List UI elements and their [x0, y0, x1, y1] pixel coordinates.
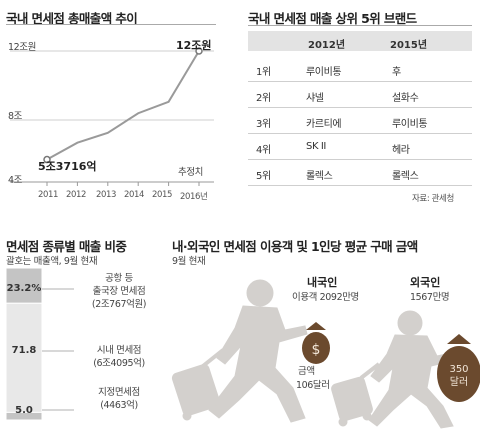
visitor-chart-title: 내·외국인 면세점 이용객 및 1인당 평균 구매 금액 [172, 239, 418, 254]
foreign-spend: 350 달러 [439, 363, 479, 389]
table-col-2012: 2012년 [308, 40, 346, 51]
segment-desc-airport-line3: (2조767억원) [91, 299, 147, 310]
domestic-label: 내국인 [307, 276, 338, 289]
table-rank-1: 1위 [256, 67, 271, 78]
table-cell-2015-4: 헤라 [392, 145, 410, 156]
foreign-money-bag [437, 334, 480, 402]
table-source: 자료: 관세청 [412, 194, 454, 204]
x-tick-2016: 2016년 [180, 192, 208, 202]
segment-label-airport: 23.2% [6, 283, 42, 294]
table-cell-2015-3: 루이비통 [392, 119, 428, 130]
leader-lines [42, 288, 74, 411]
table-rule-3 [248, 133, 472, 134]
line-chart [10, 47, 214, 186]
y-tick-8: 8조 [8, 111, 22, 122]
table-cell-2012-4: SK II [306, 141, 326, 152]
x-tick-2014: 2014 [124, 190, 145, 200]
data-point-2016년 [195, 47, 203, 55]
foreign-wheel-1 [338, 417, 348, 427]
table-rule-2 [248, 107, 472, 108]
x-tick-2012: 2012 [66, 190, 87, 200]
x-tick-2011: 2011 [38, 190, 59, 200]
table-header-row [248, 31, 472, 51]
foreign-wheel-2 [362, 411, 372, 421]
domestic-spend-label: 금액 [298, 366, 315, 377]
domestic-traveler-figure [171, 279, 308, 423]
table-cell-2012-2: 샤넬 [306, 93, 324, 104]
table-cell-2015-5: 롤렉스 [392, 171, 419, 182]
segment-desc-downtown-line1: 시내 면세점 [96, 345, 142, 356]
line-start-label: 5조3716억 [38, 160, 97, 173]
domestic-bag-top [306, 322, 326, 330]
table-rank-5: 5위 [256, 171, 271, 182]
data-point-2011 [43, 155, 51, 164]
segment-desc-downtown-line2: (6조4095억) [93, 358, 145, 369]
table-cell-2012-3: 카르티에 [306, 119, 342, 130]
table-title-rule [248, 25, 472, 26]
foreign-spend-unit: 달러 [449, 377, 469, 388]
segment-desc-designated: 지정면세점 (4463억) [86, 386, 152, 412]
domestic-money-bag: $ [302, 322, 330, 364]
table-rank-4: 4위 [256, 145, 271, 156]
domestic-visitors: 이용객 2092만명 [292, 292, 359, 303]
revenue-line [46, 50, 200, 161]
segment-downtown [6, 302, 42, 413]
segment-desc-airport-line2: 출국장 면세점 [92, 286, 146, 297]
segment-label-downtown: 71.8 [11, 345, 37, 356]
foreign-traveler-figure [331, 310, 458, 429]
foreign-spend-value: 350 [449, 364, 469, 375]
visitor-illustration: $ [171, 279, 480, 429]
segment-desc-designated-line2: (4463억) [100, 400, 138, 411]
table-rank-2: 2위 [256, 93, 271, 104]
share-chart-title: 면세점 종류별 매출 비중 [6, 239, 127, 254]
stacked-bar-labels: 23.2% 71.8 5.0 [6, 268, 42, 420]
table-col-2015: 2015년 [390, 40, 428, 51]
x-tick-2013: 2013 [96, 190, 117, 200]
foreign-bag-body [437, 346, 480, 402]
line-title-rule [6, 24, 216, 25]
table-rule-1 [248, 81, 472, 82]
domestic-wheel-1 [182, 411, 192, 421]
domestic-wheel-2 [208, 403, 218, 413]
foreign-bag-top [447, 334, 471, 344]
foreign-suitcase [331, 376, 373, 422]
foreign-head [397, 310, 423, 336]
domestic-head [246, 279, 274, 307]
domestic-spend-value: 106달러 [296, 380, 330, 391]
table-rule-5 [248, 185, 472, 186]
domestic-body [208, 305, 308, 423]
segment-desc-airport: 공항 등 출국장 면세점 (2조767억원) [86, 272, 152, 311]
foreign-visitors: 1567만명 [410, 292, 450, 303]
visitor-chart-subtitle: 9월 현재 [172, 256, 206, 267]
segment-label-designated: 5.0 [15, 405, 33, 416]
segment-desc-designated-line1: 지정면세점 [98, 387, 140, 398]
segment-desc-airport-line1: 공항 등 [105, 273, 133, 284]
foreign-label: 외국인 [410, 276, 441, 289]
domestic-bag-dollar-sign: $ [312, 342, 321, 358]
table-cell-2012-5: 롤렉스 [306, 171, 333, 182]
table-cell-2015-1: 후 [392, 67, 401, 78]
domestic-bag-body [302, 332, 330, 364]
table-rank-3: 3위 [256, 119, 271, 130]
domestic-suitcase-handle [201, 348, 225, 368]
share-chart-subtitle: 괄호는 매출액, 9월 현재 [6, 256, 98, 267]
y-tick-12: 12조원 [8, 42, 36, 53]
table-cell-2015-2: 설화수 [392, 93, 419, 104]
line-end-label: 12조원 [176, 39, 212, 52]
segment-desc-downtown: 시내 면세점 (6조4095억) [86, 344, 152, 370]
y-tick-4: 4조 [8, 175, 22, 186]
estimate-note: 추정치 [178, 167, 204, 178]
line-chart-title: 국내 면세점 총매출액 추이 [6, 11, 138, 26]
stacked-bar [6, 268, 42, 420]
table-cell-2012-1: 루이비통 [306, 67, 342, 78]
domestic-suitcase [171, 364, 221, 416]
foreign-suitcase-handle [359, 362, 381, 380]
table-rule-4 [248, 159, 472, 160]
x-tick-2015: 2015 [152, 190, 173, 200]
table-title: 국내 면세점 매출 상위 5위 브랜드 [248, 11, 417, 26]
